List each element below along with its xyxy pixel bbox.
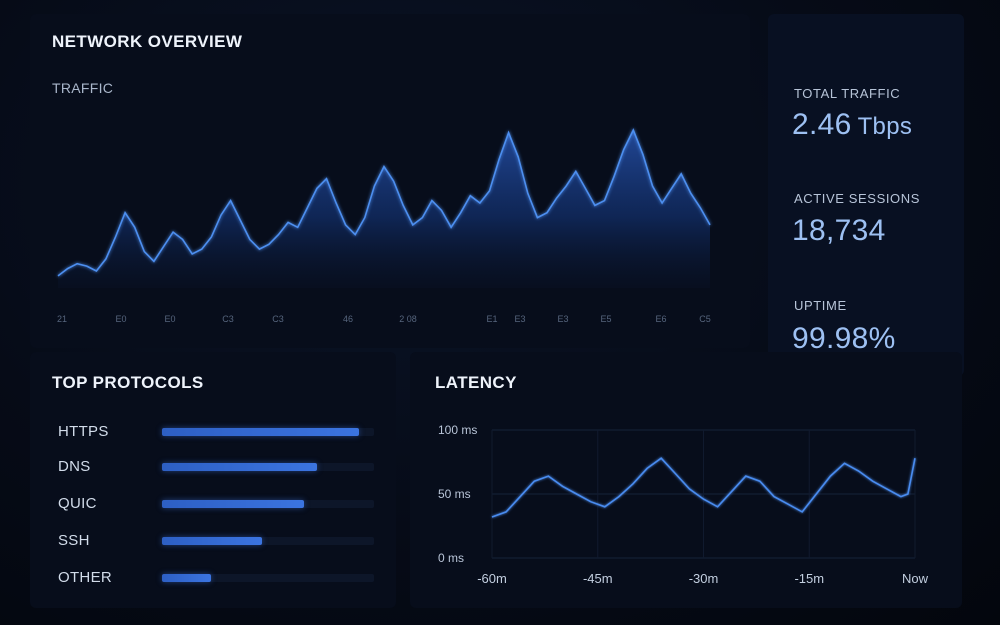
protocol-bar	[162, 500, 305, 508]
protocol-bar	[162, 537, 262, 545]
traffic-line	[57, 128, 711, 277]
traffic-x-tick: E0	[115, 314, 126, 324]
protocol-row-https: HTTPS	[58, 421, 378, 443]
protocol-bar	[162, 428, 360, 436]
latency-line	[491, 457, 916, 518]
protocol-bar	[162, 574, 211, 582]
total-traffic-value: 2.46 Tbps	[792, 108, 913, 141]
traffic-chart: 21 E0 E0 C3 C3 46 2 08 E1 E3 E3 E5 E6 C5	[57, 128, 711, 324]
protocol-bar	[162, 463, 317, 471]
traffic-x-tick: 46	[343, 314, 353, 324]
latency-x-tick: -30m	[689, 571, 719, 586]
protocol-bar-track	[162, 463, 374, 471]
stats-panel	[768, 14, 964, 376]
latency-x-tick: -15m	[794, 571, 824, 586]
traffic-x-tick: E1	[486, 314, 497, 324]
active-sessions-value: 18,734	[792, 214, 886, 247]
traffic-label: TRAFFIC	[52, 80, 114, 96]
latency-y-tick: 100 ms	[438, 423, 477, 437]
traffic-x-tick: E3	[557, 314, 568, 324]
traffic-area	[58, 130, 710, 288]
traffic-x-tick: E5	[600, 314, 611, 324]
traffic-x-tick: C5	[699, 314, 711, 324]
traffic-x-tick: E3	[514, 314, 525, 324]
protocol-name: OTHER	[58, 569, 112, 586]
protocol-row-ssh: SSH	[58, 530, 378, 552]
protocol-row-other: OTHER	[58, 567, 378, 589]
protocols-title: TOP PROTOCOLS	[52, 373, 204, 392]
total-traffic-label: TOTAL TRAFFIC	[794, 86, 901, 101]
latency-x-tick: -45m	[583, 571, 613, 586]
traffic-x-tick: 2 08	[399, 314, 417, 324]
traffic-x-tick: E0	[164, 314, 175, 324]
protocol-bar-track	[162, 500, 374, 508]
protocol-name: SSH	[58, 532, 90, 549]
protocol-bar-track	[162, 537, 374, 545]
traffic-x-tick: E6	[655, 314, 666, 324]
traffic-x-tick: C3	[272, 314, 284, 324]
protocol-row-dns: DNS	[58, 456, 378, 478]
uptime-label: UPTIME	[794, 298, 847, 313]
page-title: NETWORK OVERVIEW	[52, 32, 243, 51]
traffic-x-tick: C3	[222, 314, 234, 324]
protocol-bar-track	[162, 428, 374, 436]
protocol-name: QUIC	[58, 495, 97, 512]
active-sessions-label: ACTIVE SESSIONS	[794, 191, 921, 206]
traffic-x-tick: 21	[57, 314, 67, 324]
latency-y-tick: 0 ms	[438, 551, 464, 565]
latency-y-tick: 50 ms	[438, 487, 471, 501]
latency-x-tick: -60m	[477, 571, 507, 586]
latency-title: LATENCY	[435, 373, 517, 392]
protocols-panel	[30, 352, 396, 608]
latency-x-tick: Now	[902, 571, 929, 586]
protocol-bar-track	[162, 574, 374, 582]
protocol-name: DNS	[58, 458, 91, 475]
protocol-name: HTTPS	[58, 423, 109, 440]
protocol-row-quic: QUIC	[58, 493, 378, 515]
latency-chart: 100 ms 50 ms 0 ms -60m -45m -30m -15m Now	[438, 423, 929, 586]
uptime-value: 99.98%	[792, 322, 896, 355]
